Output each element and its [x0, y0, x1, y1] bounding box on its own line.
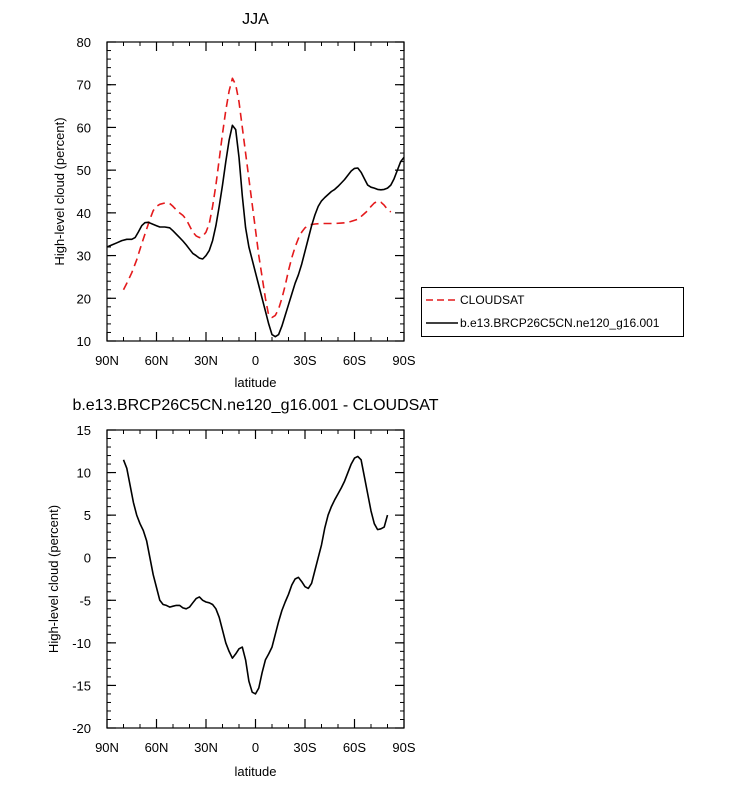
- legend-swatch-solid-black: [426, 322, 458, 324]
- panel2-x-tick-label: 30N: [194, 740, 218, 755]
- panel1-y-tick-label: 80: [77, 35, 91, 50]
- panel2-x-tick-label: 30S: [293, 740, 316, 755]
- panel2-x-tick-label: 90N: [95, 740, 119, 755]
- panel1-x-tick-label: 30N: [194, 353, 218, 368]
- panel1-x-tick-label: 60S: [343, 353, 366, 368]
- panel2-x-axis-label: latitude: [235, 764, 277, 779]
- panel2-y-axis-label: High-level cloud (percent): [46, 505, 61, 653]
- panel1-y-tick-label: 30: [77, 249, 91, 264]
- panel2-y-tick-label: -20: [72, 721, 91, 736]
- legend: CLOUDSAT b.e13.BRCP26C5CN.ne120_g16.001: [421, 287, 684, 337]
- panel2-y-tick-label: 10: [77, 466, 91, 481]
- panel2-plot-frame: [106, 429, 405, 729]
- legend-item-cloudsat: CLOUDSAT: [422, 292, 683, 308]
- panel2-y-tick-label: 0: [84, 551, 91, 566]
- panel1-y-tick-label: 70: [77, 78, 91, 93]
- panel2-y-tick-label: -10: [72, 636, 91, 651]
- panel2-series-line-1: [122, 455, 389, 695]
- panel1-x-tick-label: 30S: [293, 353, 316, 368]
- panel2-x-tick-label: 60S: [343, 740, 366, 755]
- legend-label-cloudsat: CLOUDSAT: [460, 293, 525, 307]
- panel1-y-tick-label: 10: [77, 334, 91, 349]
- legend-label-model: b.e13.BRCP26C5CN.ne120_g16.001: [460, 316, 660, 330]
- panel1-series-line-1: [122, 77, 392, 319]
- panel1-y-tick-label: 20: [77, 291, 91, 306]
- panel2-title: b.e13.BRCP26C5CN.ne120_g16.001 - CLOUDSA…: [72, 397, 438, 414]
- panel1-x-tick-label: 60N: [145, 353, 169, 368]
- panel1-title: JJA: [242, 11, 269, 28]
- panel1-x-tick-label: 90N: [95, 353, 119, 368]
- panel1-y-tick-label: 50: [77, 163, 91, 178]
- panel2-x-tick-label: 90S: [392, 740, 415, 755]
- panel2-y-tick-label: -5: [79, 593, 91, 608]
- panel1-x-axis-label: latitude: [235, 375, 277, 390]
- panel1-x-tick-label: 90S: [392, 353, 415, 368]
- panel1-y-tick-label: 60: [77, 120, 91, 135]
- panel2-y-tick-label: -15: [72, 678, 91, 693]
- panel2-y-tick-label: 5: [84, 508, 91, 523]
- panel1-plot-frame: [106, 41, 405, 342]
- panel1-x-tick-label: 0: [252, 353, 259, 368]
- panel1-series-line-2: [106, 124, 405, 338]
- panel2-x-tick-label: 0: [252, 740, 259, 755]
- panel2-y-tick-label: 15: [77, 423, 91, 438]
- legend-item-model: b.e13.BRCP26C5CN.ne120_g16.001: [422, 315, 683, 331]
- panel2-x-tick-label: 60N: [145, 740, 169, 755]
- legend-swatch-dashed-red: [426, 299, 458, 301]
- panel1-y-axis-label: High-level cloud (percent): [52, 117, 67, 265]
- panel1-y-tick-label: 40: [77, 206, 91, 221]
